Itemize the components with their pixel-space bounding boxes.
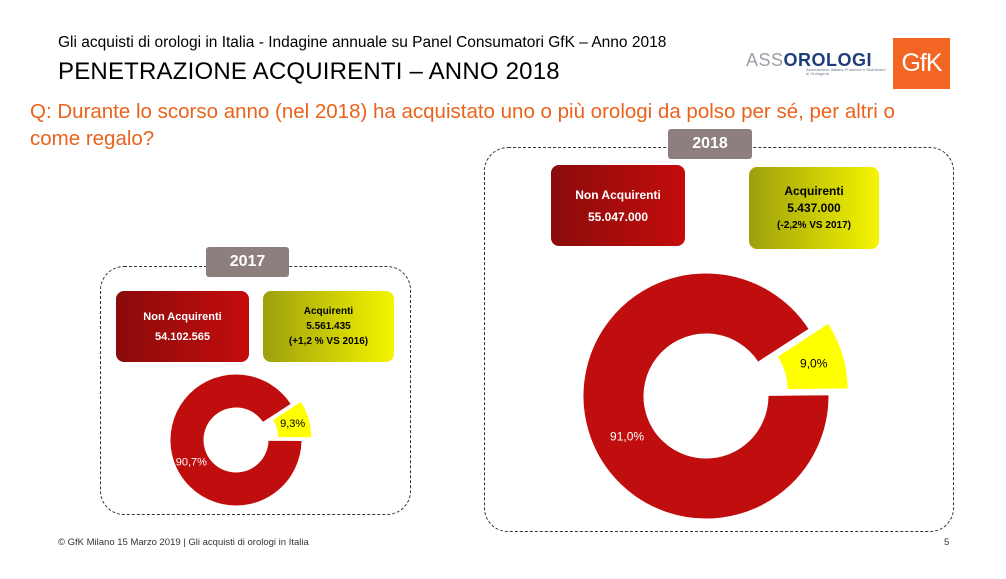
buyers-label-2018: Acquirenti [784,183,844,198]
non-buyers-box-2018: Non Acquirenti 55.047.000 [551,165,685,246]
gfk-logo: GfK [893,38,950,89]
buyers-box-2017: Acquirenti 5.561.435 (+1,2 % VS 2016) [263,291,394,362]
buyers-change-2017: (+1,2 % VS 2016) [288,336,369,347]
donut-label-buyers-2017: 9,3% [280,418,305,430]
donut-label-non-buyers-2017: 90,7% [176,456,207,468]
footer-text: © GfK Milano 15 Marzo 2019 | Gli acquist… [58,537,309,548]
buyers-value-2017: 5.561.435 [306,321,351,332]
assorologi-logo-prefix: ASS [746,50,784,70]
donut-label-non-buyers-2018: 91,0% [610,430,644,444]
non-buyers-value-2018: 55.047.000 [587,209,649,224]
buyers-change-2018: (-2,2% VS 2017) [777,219,851,231]
buyers-box-2018: Acquirenti 5.437.000 (-2,2% VS 2017) [749,167,879,249]
assorologi-logo-brand: OROLOGI [783,50,873,70]
assorologi-logo-subtext: Associazione Italiana Produttori e Distr… [806,67,886,76]
buyers-value-2018: 5.437.000 [787,200,841,215]
page-number: 5 [944,537,950,548]
non-buyers-box-2017: Non Acquirenti 54.102.565 [116,291,249,362]
donut-label-buyers-2018: 9,0% [800,356,828,370]
donut-slice-non-buyers-2017 [169,373,303,507]
non-buyers-label-2018: Non Acquirenti [575,187,661,202]
year-badge-2017: 2017 [206,247,289,277]
year-badge-2018: 2018 [668,129,752,159]
donut-slice-non-buyers-2018 [582,272,830,520]
donut-slice-buyers-2018 [776,322,849,391]
survey-question: Q: Durante lo scorso anno (nel 2018) ha … [30,100,895,150]
assorologi-logo: ASSOROLOGI [746,50,872,71]
slide-subtitle: Gli acquisti di orologi in Italia - Inda… [58,34,667,51]
non-buyers-value-2017: 54.102.565 [154,330,211,343]
buyers-label-2017: Acquirenti [303,306,354,317]
slide-title: PENETRAZIONE ACQUIRENTI – ANNO 2018 [58,58,560,85]
non-buyers-label-2017: Non Acquirenti [143,310,222,323]
donut-slice-buyers-2017 [271,400,313,439]
